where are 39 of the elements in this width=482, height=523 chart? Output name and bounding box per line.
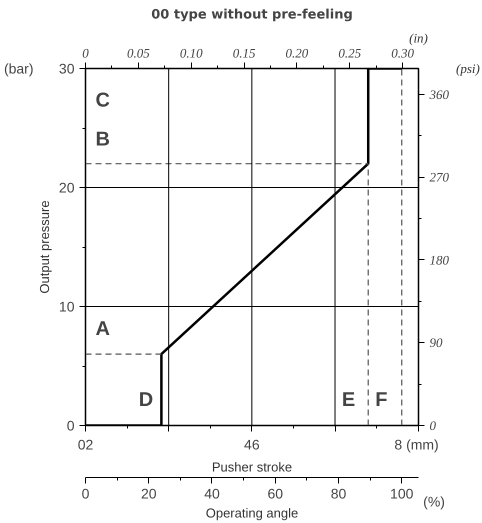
annotation: B xyxy=(95,128,110,151)
text: 46 xyxy=(244,436,260,452)
y2-tick-label: 90 xyxy=(430,335,443,350)
x-tick-label: 60 xyxy=(267,486,284,502)
y2-axis-title: (psi) xyxy=(456,61,480,76)
y-tick-label: 10 xyxy=(58,298,75,314)
x2-tick-label: 0.05 xyxy=(126,46,150,60)
x-tick-label: 20 xyxy=(140,486,157,502)
y2-tick-label: 180 xyxy=(430,252,450,268)
y-tick-label: 0 xyxy=(66,418,75,434)
annotation: A xyxy=(95,318,110,340)
x2-tick-label: 0 xyxy=(82,46,90,60)
x-tick-label: 80 xyxy=(330,486,346,502)
y-tick-label: 30 xyxy=(58,60,75,76)
y-tick-label: 20 xyxy=(58,180,75,196)
annotation: F xyxy=(375,389,388,412)
annotation: D xyxy=(138,389,154,412)
x-tick-label: 40 xyxy=(204,486,220,502)
annotation: E xyxy=(342,389,356,412)
y2-tick-label: 270 xyxy=(430,170,450,185)
x2-tick-label: 0.15 xyxy=(232,46,256,60)
chart-title: 00 type without pre-feeling xyxy=(151,8,353,22)
text: 8 (mm) xyxy=(394,436,439,452)
y2-tick-label: 360 xyxy=(428,86,450,102)
x-axis-title: Operating angle xyxy=(206,506,298,520)
annotation: C xyxy=(95,89,110,112)
y2-tick-label: 0 xyxy=(430,418,436,433)
x2-axis-title: (in) xyxy=(409,30,428,46)
text: (%) xyxy=(423,494,445,510)
y-axis-title: Output pressure xyxy=(36,200,52,294)
text: 02 xyxy=(78,436,94,452)
x2-tick-label: 0.30 xyxy=(391,46,415,60)
x2-tick-label: 0.10 xyxy=(180,46,204,60)
text: Pusher stroke xyxy=(212,460,292,474)
x-tick-label: 100 xyxy=(390,486,414,502)
x-tick-label: 0 xyxy=(82,486,90,502)
text: (bar) xyxy=(4,60,34,76)
x2-tick-label: 0.25 xyxy=(338,46,362,60)
x2-tick-label: 0.20 xyxy=(286,46,309,60)
